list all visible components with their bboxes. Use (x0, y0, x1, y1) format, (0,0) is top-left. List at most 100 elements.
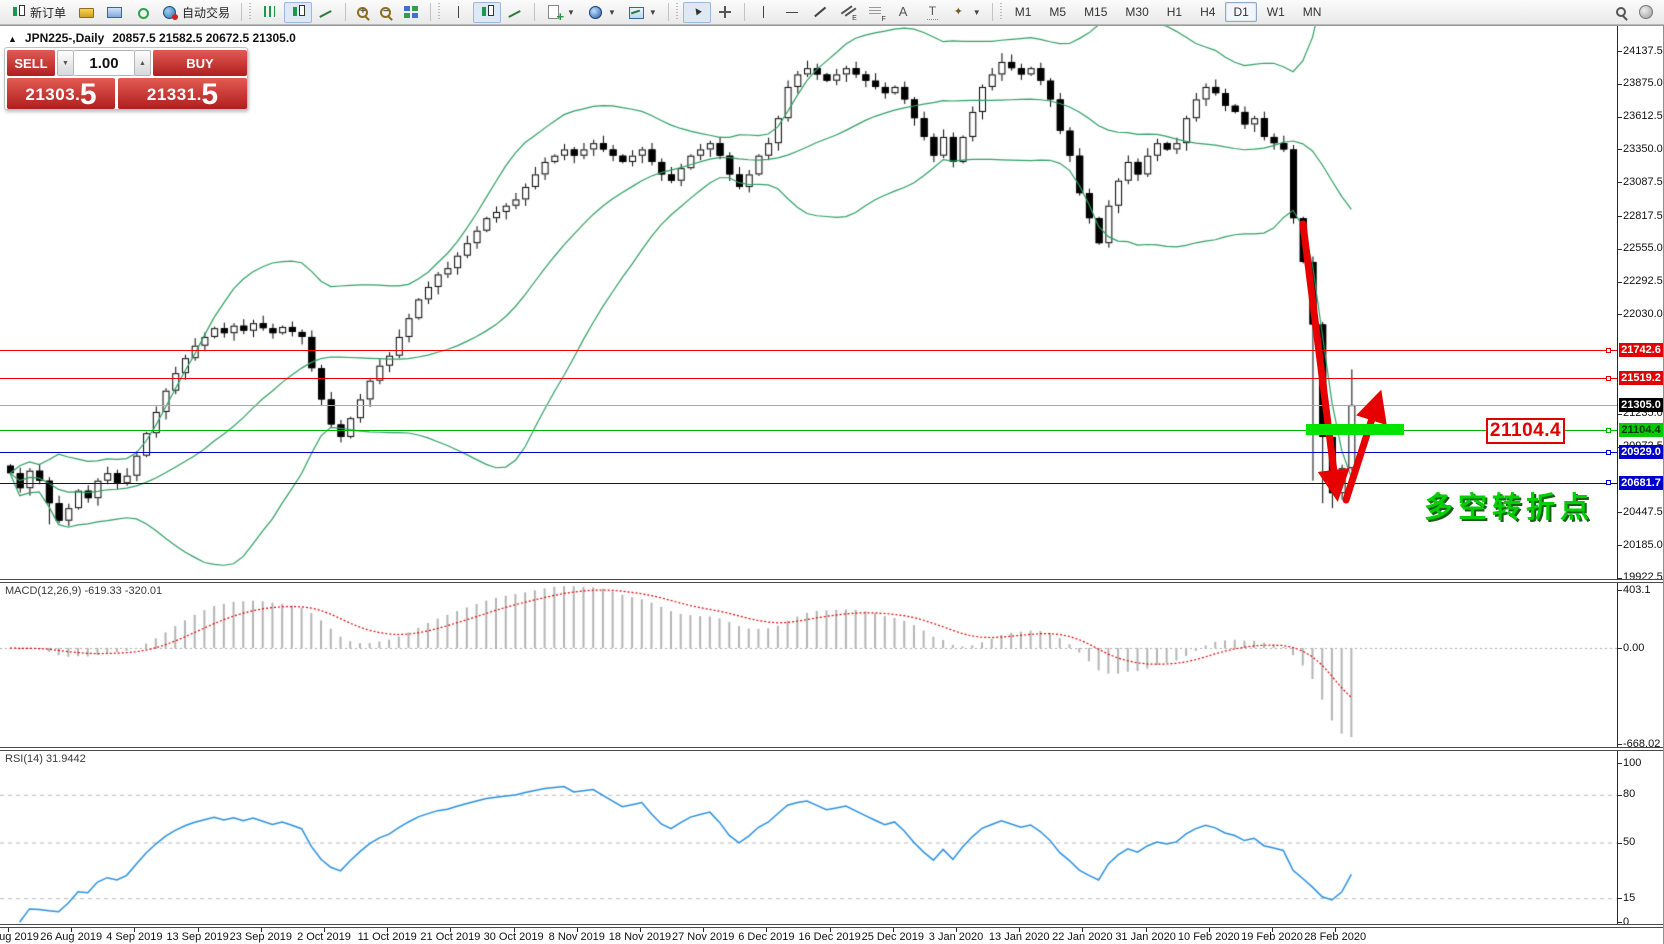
macd-panel-canvas[interactable] (0, 584, 1617, 748)
text-tool-button[interactable] (890, 2, 918, 23)
text-label-tool-button[interactable] (918, 2, 946, 23)
market-watch-button[interactable] (72, 2, 100, 23)
date-axis-label: 13 Sep 2019 (166, 931, 229, 943)
level-price-badge: 20929.0 (1619, 445, 1663, 460)
price-axis-tick: 22030.0 (1623, 307, 1663, 320)
autotrading-button[interactable]: 自动交易 (156, 2, 236, 23)
new-order-button[interactable]: 新订单 (4, 2, 72, 23)
date-axis-tick-mark (513, 928, 515, 932)
price-axis-tick: 23875.0 (1623, 77, 1663, 90)
cursor-tool-button[interactable] (682, 1, 711, 23)
data-window-button[interactable] (100, 2, 128, 23)
rsi-panel-canvas[interactable] (0, 752, 1617, 925)
level-line-handle[interactable] (1606, 480, 1611, 486)
price-macd-splitter[interactable] (0, 579, 1663, 583)
price-axis-tick-mark (1617, 182, 1622, 184)
buy-price-button[interactable]: 21331. 5 (118, 78, 247, 110)
sell-price-button[interactable]: 21303. 5 (7, 78, 115, 111)
tile-windows-icon (403, 4, 419, 20)
sell-button[interactable]: SELL (7, 50, 55, 76)
timeframe-m15[interactable]: M15 (1084, 5, 1108, 19)
fibonacci-icon (868, 4, 886, 23)
new-order-icon (10, 4, 26, 20)
chart-shift-button[interactable] (473, 1, 502, 23)
timeframe-m30[interactable]: M30 (1125, 5, 1149, 19)
rsi-axis-tick: 50 (1623, 836, 1636, 848)
line-chart-icon (318, 4, 334, 20)
price-axis-tick-mark (1617, 83, 1622, 85)
vertical-line-icon (756, 4, 772, 20)
auto-scroll-button[interactable] (445, 2, 473, 23)
level-line-handle[interactable] (1606, 449, 1611, 455)
level-line-21305.0[interactable] (0, 405, 1617, 407)
bar-chart-mode-button[interactable] (256, 2, 284, 23)
level-line-handle[interactable] (1606, 427, 1611, 433)
level-line-handle[interactable] (1606, 347, 1611, 353)
crosshair-tool-button[interactable] (711, 2, 739, 23)
volume-decrease-button[interactable]: ▼ (57, 50, 74, 76)
channel-tool-button[interactable] (834, 2, 862, 23)
price-axis-tick: 23612.5 (1623, 110, 1663, 123)
template-icon (628, 4, 644, 20)
level-line-21742.6[interactable] (0, 350, 1617, 352)
price-axis-tick-mark (1617, 116, 1622, 118)
sell-price-big-digit: 5 (79, 78, 97, 111)
level-line-20681.7[interactable] (0, 482, 1617, 484)
timeframe-w1[interactable]: W1 (1266, 5, 1285, 19)
rsi-dates-splitter[interactable] (0, 924, 1663, 928)
sell-price-main: 21303 (25, 85, 76, 104)
date-axis-label: 11 Oct 2019 (357, 931, 417, 943)
date-axis-label: 6 Dec 2019 (738, 931, 795, 943)
volume-input[interactable] (74, 50, 134, 76)
green-highlight-bar[interactable] (1306, 424, 1404, 435)
tile-windows-button[interactable] (397, 2, 425, 23)
date-axis-label: 25 Dec 2019 (861, 931, 924, 943)
timeframe-mn[interactable]: MN (1302, 5, 1322, 19)
signals-button[interactable] (128, 2, 156, 23)
buy-price-main: 21331 (146, 85, 197, 104)
date-axis-label: 2 Oct 2019 (297, 931, 351, 943)
new-chart-button[interactable]: ▼ (540, 2, 581, 24)
horizontal-line-tool-button[interactable] (778, 2, 806, 23)
search-icon (1616, 7, 1626, 17)
buy-button[interactable]: BUY (153, 50, 247, 76)
timeframe-h1[interactable]: H1 (1166, 5, 1183, 19)
candle-chart-mode-button[interactable] (284, 1, 313, 23)
date-axis-label: 28 Feb 2020 (1304, 931, 1367, 943)
indicator-scale-button[interactable] (501, 2, 529, 23)
level-price-badge: 21104.4 (1619, 423, 1663, 438)
volume-increase-button[interactable]: ▲ (134, 50, 151, 76)
shapes-tool-button[interactable]: ▼ (946, 2, 987, 23)
trendline-tool-button[interactable] (806, 2, 834, 23)
macd-axis-tick: -668.02 (1623, 737, 1661, 750)
collapse-panel-icon[interactable]: ▲ (8, 34, 17, 44)
line-chart-mode-button[interactable] (312, 2, 340, 23)
level-line-21104.4[interactable] (0, 430, 1617, 432)
level-line-20929.0[interactable] (0, 452, 1617, 454)
text-icon (896, 4, 912, 20)
price-axis-tick-mark (1617, 149, 1622, 151)
level-line-handle[interactable] (1606, 375, 1611, 381)
toolbar-grip (999, 3, 1005, 21)
search-button[interactable] (1610, 2, 1632, 23)
macd-rsi-splitter[interactable] (0, 747, 1663, 751)
toolbar-grip (438, 3, 444, 21)
toolbar-separator (667, 3, 669, 21)
date-axis-tick-mark (766, 928, 768, 932)
periods-button[interactable]: ▼ (581, 2, 622, 23)
templates-button[interactable]: ▼ (622, 2, 663, 23)
turning-point-annotation[interactable]: 多空转折点 (1424, 492, 1595, 524)
zoom-in-button[interactable]: + (351, 2, 374, 23)
price-axis-tick-mark (1617, 512, 1622, 514)
fibonacci-tool-button[interactable] (862, 2, 890, 23)
level-line-21519.2[interactable] (0, 378, 1617, 380)
timeframe-m1[interactable]: M1 (1014, 5, 1032, 19)
zoom-out-button[interactable]: − (374, 2, 397, 23)
signal-icon (134, 4, 150, 20)
timeframe-h4[interactable]: H4 (1200, 5, 1216, 19)
key-level-price-label[interactable]: 21104.4 (1486, 418, 1565, 444)
timeframe-d1[interactable]: D1 (1225, 2, 1257, 22)
vertical-line-tool-button[interactable] (750, 2, 778, 23)
help-button[interactable] (1632, 2, 1660, 23)
timeframe-m5[interactable]: M5 (1049, 5, 1067, 19)
